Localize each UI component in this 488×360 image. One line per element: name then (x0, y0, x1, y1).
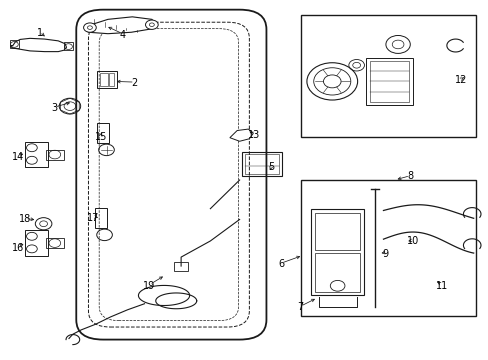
Text: 7: 7 (297, 302, 303, 312)
Bar (300, 180, 475, 316)
Polygon shape (10, 39, 66, 51)
Bar (300, 15, 475, 137)
Text: 10: 10 (406, 236, 418, 246)
Text: 1: 1 (37, 28, 42, 38)
Bar (64, 42, 73, 50)
Bar (10, 40, 19, 48)
Text: 5: 5 (267, 162, 274, 172)
Bar (173, 262, 188, 271)
Bar (369, 61, 408, 102)
Bar (315, 213, 359, 250)
Bar (242, 152, 282, 176)
Bar (25, 230, 48, 256)
Text: 13: 13 (247, 130, 260, 140)
Bar (366, 58, 412, 105)
Circle shape (145, 20, 158, 30)
Bar (45, 238, 64, 248)
Text: 6: 6 (278, 259, 284, 269)
Text: 8: 8 (407, 171, 412, 181)
Text: 11: 11 (435, 281, 447, 291)
Bar (244, 154, 279, 174)
Polygon shape (229, 129, 253, 141)
Text: 3: 3 (51, 103, 57, 113)
Bar (311, 209, 363, 295)
Text: 18: 18 (19, 215, 31, 224)
FancyBboxPatch shape (76, 10, 266, 339)
Circle shape (83, 23, 96, 32)
Text: 12: 12 (454, 75, 467, 85)
Bar (45, 149, 64, 159)
Text: 19: 19 (143, 281, 155, 291)
Text: 15: 15 (94, 132, 106, 142)
Polygon shape (86, 17, 156, 34)
Bar (25, 141, 48, 167)
Bar (95, 208, 107, 228)
Bar (97, 71, 117, 88)
Text: 2: 2 (131, 78, 138, 88)
Text: 9: 9 (382, 248, 388, 258)
Text: 17: 17 (87, 213, 100, 222)
Text: 14: 14 (12, 152, 24, 162)
Bar (100, 73, 108, 86)
Bar (109, 73, 114, 86)
Bar (97, 123, 109, 143)
Text: 16: 16 (12, 243, 24, 253)
Text: 4: 4 (119, 30, 125, 40)
Bar (315, 253, 359, 292)
